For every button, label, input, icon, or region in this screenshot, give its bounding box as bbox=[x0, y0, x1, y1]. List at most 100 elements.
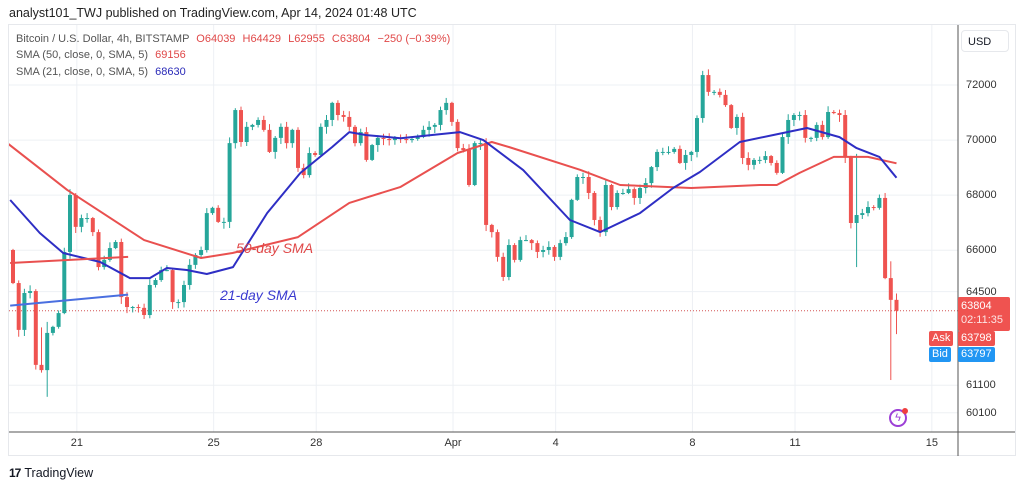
price-tick-label: 64500 bbox=[966, 285, 997, 298]
candle-body bbox=[723, 94, 728, 106]
candle-body bbox=[655, 151, 660, 168]
legend-open: O64039 bbox=[196, 33, 236, 45]
last-price-value: 63804 bbox=[961, 300, 992, 312]
candle bbox=[871, 205, 876, 211]
candle-body bbox=[187, 264, 192, 285]
candle-body bbox=[501, 256, 506, 277]
candle-body bbox=[683, 154, 688, 163]
candle bbox=[489, 223, 494, 238]
bar-countdown: 02:11:35 bbox=[961, 314, 1004, 326]
candle-body bbox=[410, 138, 414, 141]
candle-body bbox=[888, 278, 893, 300]
candle-body bbox=[216, 207, 221, 222]
candle-body bbox=[307, 153, 312, 176]
legend-sma21-row[interactable]: SMA (21, close, 0, SMA, 5) 68630 bbox=[16, 66, 186, 78]
candle bbox=[176, 299, 181, 309]
candle bbox=[649, 165, 654, 188]
candle bbox=[73, 193, 78, 233]
candle bbox=[79, 214, 84, 233]
candle-body bbox=[227, 143, 232, 222]
candle-body bbox=[700, 75, 705, 119]
candle-body bbox=[495, 232, 500, 257]
candle bbox=[204, 208, 209, 253]
candle bbox=[563, 232, 568, 246]
candle-body bbox=[615, 192, 620, 208]
candle bbox=[290, 128, 295, 148]
candle-body bbox=[290, 129, 295, 144]
candle-body bbox=[199, 250, 204, 255]
candle-body bbox=[558, 243, 563, 257]
candle bbox=[142, 303, 147, 319]
candle bbox=[113, 240, 118, 250]
chart-frame[interactable] bbox=[8, 24, 1016, 456]
candle-body bbox=[848, 156, 853, 224]
legend-sma50-row[interactable]: SMA (50, close, 0, SMA, 5) 69156 bbox=[16, 49, 186, 61]
candle bbox=[341, 110, 346, 122]
legend-sma50-value: 69156 bbox=[155, 49, 186, 61]
candle-body bbox=[125, 297, 129, 308]
candle bbox=[239, 106, 243, 147]
candle-body bbox=[364, 132, 369, 160]
candle-body bbox=[786, 119, 791, 138]
candle-body bbox=[871, 207, 876, 209]
candle bbox=[273, 136, 278, 159]
candle bbox=[888, 261, 893, 381]
candle bbox=[706, 69, 711, 96]
price-tick-label: 60100 bbox=[966, 406, 997, 419]
candle bbox=[524, 235, 528, 242]
candle bbox=[278, 123, 283, 144]
candle-body bbox=[854, 215, 859, 224]
candle-body bbox=[774, 162, 779, 173]
candle-body bbox=[677, 148, 682, 163]
candle bbox=[284, 121, 289, 149]
drawn-line-50-day bbox=[10, 255, 129, 264]
candle-body bbox=[575, 176, 580, 200]
candle-body bbox=[284, 126, 289, 144]
candle bbox=[11, 248, 15, 285]
candle-body bbox=[119, 242, 124, 298]
candle-body bbox=[586, 176, 591, 193]
price-tick-label: 68000 bbox=[966, 189, 997, 202]
candle-body bbox=[541, 250, 546, 252]
candle-body bbox=[672, 148, 677, 152]
candle-body bbox=[204, 213, 209, 250]
candle bbox=[609, 183, 614, 211]
candle bbox=[757, 156, 762, 164]
candle-body bbox=[392, 137, 397, 141]
candle bbox=[410, 137, 414, 143]
candle-body bbox=[581, 176, 585, 178]
legend-change: −250 (−0.39%) bbox=[377, 33, 451, 45]
candle bbox=[820, 120, 825, 140]
candle-body bbox=[518, 240, 523, 260]
candle-body bbox=[62, 251, 67, 314]
candle-body bbox=[90, 218, 95, 233]
candle bbox=[746, 152, 751, 171]
candle-body bbox=[797, 115, 802, 117]
lightning-icon[interactable]: ϟ bbox=[889, 408, 908, 427]
candle bbox=[495, 229, 500, 262]
candle-body bbox=[136, 307, 141, 309]
candle bbox=[50, 325, 55, 336]
candle-body bbox=[73, 194, 78, 227]
candle-body bbox=[524, 240, 528, 242]
candle-body bbox=[598, 219, 603, 233]
candle bbox=[866, 201, 870, 217]
candle bbox=[187, 259, 192, 290]
candle-body bbox=[296, 129, 300, 168]
candle-body bbox=[620, 192, 625, 194]
candle bbox=[90, 216, 95, 237]
tradingview-mark-icon: 17 bbox=[9, 466, 21, 480]
candle-body bbox=[826, 111, 831, 138]
candle bbox=[45, 321, 50, 397]
candle bbox=[569, 198, 574, 239]
currency-button[interactable]: USD bbox=[961, 30, 1009, 52]
candle bbox=[261, 115, 266, 132]
candle bbox=[592, 191, 597, 226]
candle bbox=[780, 132, 785, 174]
candle-body bbox=[353, 126, 357, 144]
candle-body bbox=[107, 248, 112, 260]
candle bbox=[535, 240, 540, 259]
legend-sma50-label: SMA (50, close, 0, SMA, 5) bbox=[16, 49, 149, 61]
price-tick-label: 70000 bbox=[966, 134, 997, 147]
